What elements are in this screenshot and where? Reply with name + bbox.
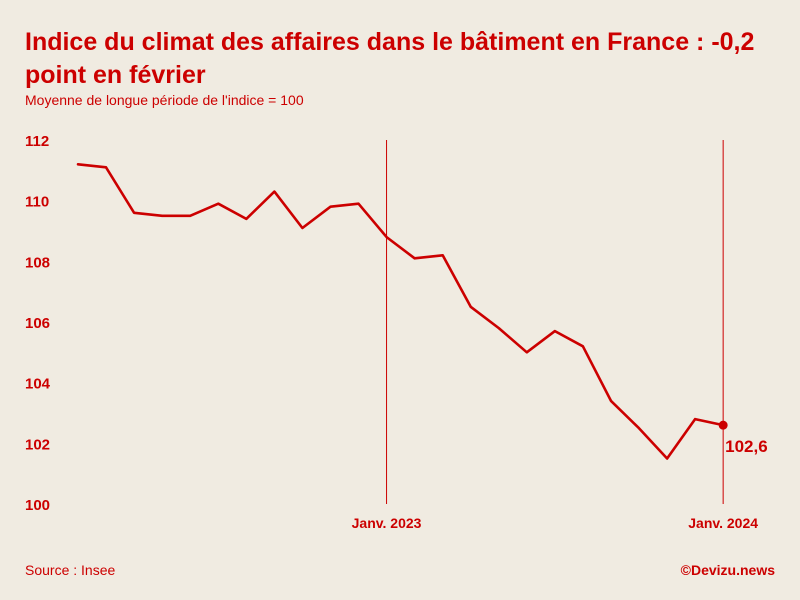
y-tick-label: 100: [25, 497, 50, 514]
last-point-label: 102,6: [725, 437, 768, 456]
y-tick-label: 106: [25, 315, 50, 332]
y-tick-label: 102: [25, 436, 50, 453]
y-tick-label: 112: [25, 133, 49, 150]
credit-label: ©Devizu.news: [680, 562, 775, 578]
chart-title: Indice du climat des affaires dans le bâ…: [25, 28, 755, 89]
chart-subtitle: Moyenne de longue période de l'indice = …: [25, 92, 304, 108]
y-tick-label: 110: [25, 194, 49, 211]
line-chart: 100 102 104 106 108 110 112 Janv. 2023 Janv. 202…: [25, 133, 768, 531]
source-note: Source : Insee: [25, 562, 116, 578]
series-line: [76, 163, 725, 460]
last-point: [718, 420, 728, 430]
y-tick-label: 104: [25, 376, 51, 393]
x-marker-label: Janv. 2024: [688, 515, 758, 531]
y-tick-label: 108: [25, 254, 50, 271]
x-marker-label: Janv. 2023: [352, 515, 422, 531]
